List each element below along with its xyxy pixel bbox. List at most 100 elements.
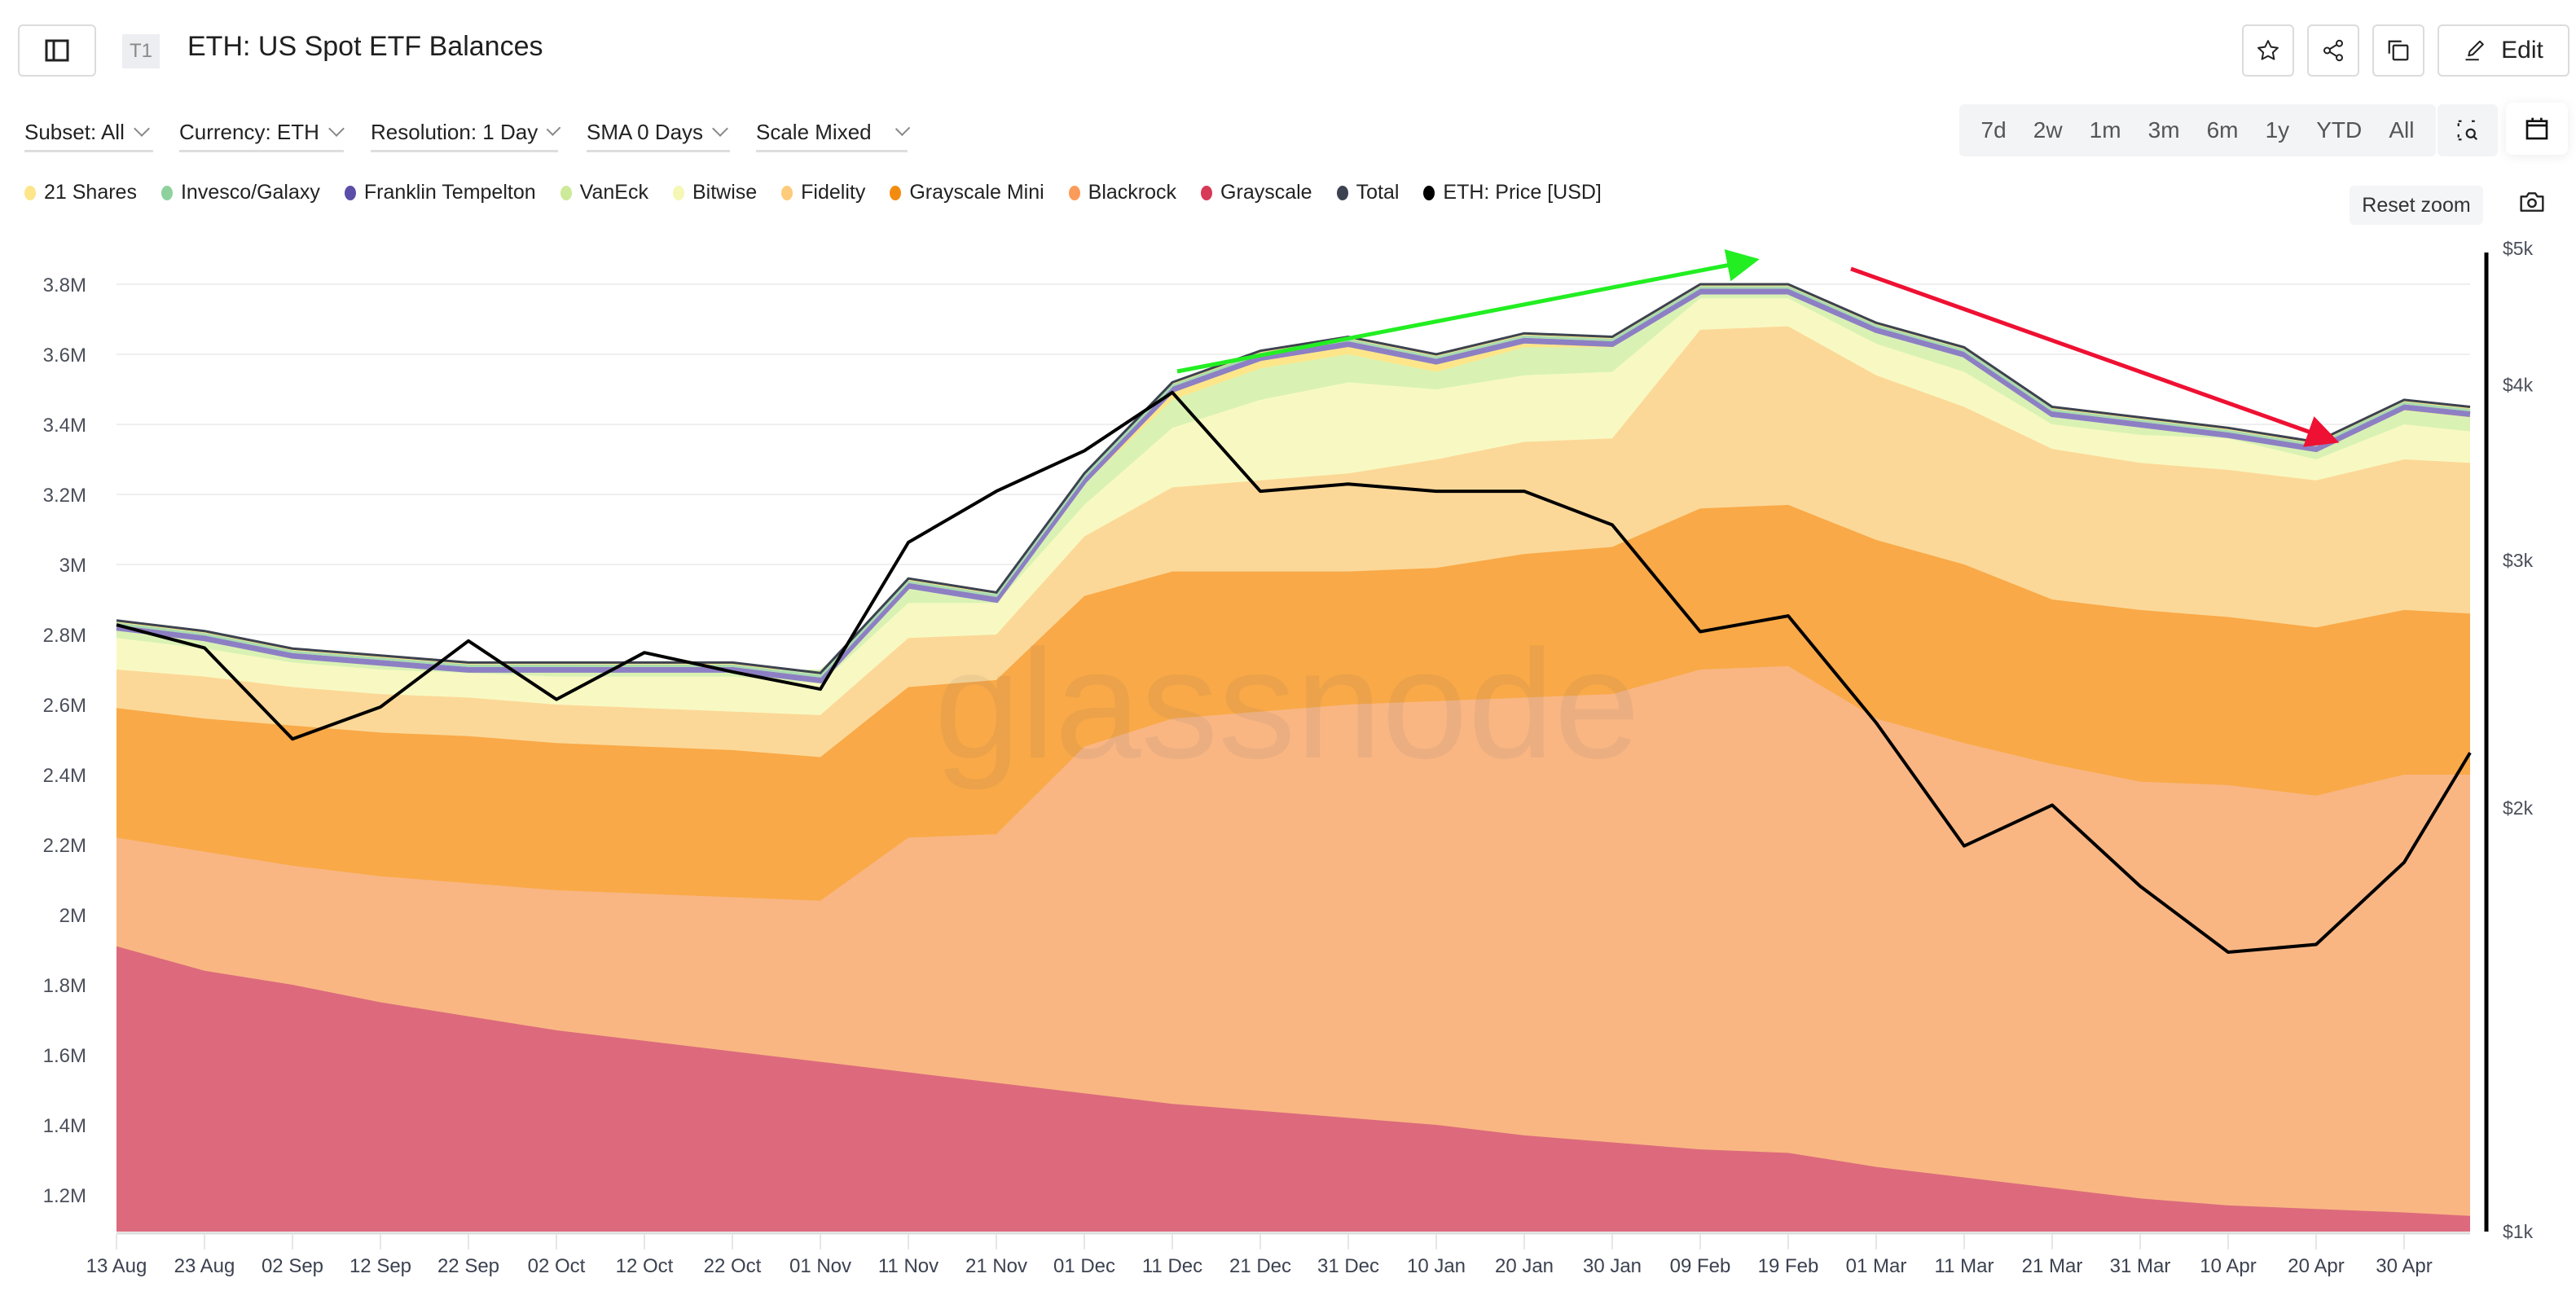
y-left-tick-label: 2.4M (43, 765, 86, 787)
legend-item[interactable]: Invesco/Galaxy (160, 181, 320, 204)
legend-label: ETH: Price [USD] (1443, 181, 1602, 204)
legend-dot-icon (781, 185, 793, 200)
share-button[interactable] (2307, 24, 2359, 77)
legend-item[interactable]: Fidelity (781, 181, 865, 204)
y-right-tick-label: $2k (2503, 797, 2534, 819)
edit-button[interactable]: Edit (2438, 24, 2569, 77)
x-tick-label: 31 Dec (1317, 1255, 1379, 1277)
x-tick-label: 12 Sep (349, 1255, 411, 1277)
legend-item[interactable]: VanEck (560, 181, 648, 204)
edit-label: Edit (2501, 37, 2543, 64)
chart-tag: T1 (122, 34, 160, 68)
legend-item[interactable]: ETH: Price [USD] (1423, 181, 1602, 204)
calendar-button[interactable] (2506, 103, 2568, 155)
y-left-tick-label: 3.6M (43, 345, 86, 367)
y-left-tick-label: 3.8M (43, 274, 86, 296)
range-ytd[interactable]: YTD (2316, 117, 2363, 143)
chevron-down-icon (546, 121, 561, 136)
scale-label: Scale Mixed (756, 119, 872, 144)
trend-arrow-down (1850, 266, 2340, 447)
x-tick-label: 12 Oct (616, 1255, 674, 1277)
legend-dot-icon (1423, 185, 1435, 200)
legend-item[interactable]: 21 Shares (24, 181, 137, 204)
x-tick-label: 10 Apr (2200, 1255, 2256, 1277)
sidebar-toggle-button[interactable] (18, 24, 96, 77)
legend-item[interactable]: Bitwise (672, 181, 758, 204)
x-tick-label: 20 Jan (1495, 1255, 1554, 1277)
range-3m[interactable]: 3m (2147, 117, 2180, 143)
share-icon (2323, 39, 2343, 62)
zoom-select-button[interactable] (2438, 104, 2498, 156)
chevron-down-icon (712, 121, 728, 137)
legend-item[interactable]: Franklin Tempelton (344, 181, 536, 204)
x-tick-label: 01 Dec (1053, 1255, 1115, 1277)
x-tick-label: 30 Apr (2376, 1255, 2432, 1277)
range-6m[interactable]: 6m (2206, 117, 2239, 143)
y-left-tick-label: 2.8M (43, 625, 86, 647)
duplicate-button[interactable] (2372, 24, 2424, 77)
y-right-tick-label: $3k (2503, 550, 2534, 571)
range-2w[interactable]: 2w (2033, 117, 2063, 143)
subset-label: Subset: All (24, 119, 125, 144)
y-left-tick-label: 3M (59, 555, 86, 577)
area-grayscale (116, 946, 2470, 1232)
x-tick-label: 19 Feb (1758, 1255, 1819, 1277)
resolution-dropdown[interactable]: Resolution: 1 Day (371, 114, 561, 152)
legend-dot-icon (1068, 185, 1080, 200)
scale-dropdown[interactable]: Scale Mixed (756, 114, 911, 152)
calendar-icon (2525, 117, 2548, 140)
x-tick-label: 22 Oct (704, 1255, 762, 1277)
range-all[interactable]: All (2389, 117, 2415, 143)
x-tick-label: 21 Mar (2022, 1255, 2083, 1277)
chart-area[interactable]: 3.8M 3.6M 3.4M 3.2M 3M 2.8M 2.6M 2.4M 2.2M 2M 1.8M… (0, 228, 2576, 1300)
legend-label: VanEck (579, 181, 648, 204)
legend-label: Grayscale Mini (909, 181, 1044, 204)
range-1y[interactable]: 1y (2265, 117, 2290, 143)
legend-label: Grayscale (1220, 181, 1312, 204)
y-left-tick-label: 3.4M (43, 415, 86, 437)
legend-item[interactable]: Blackrock (1068, 181, 1177, 204)
range-7d[interactable]: 7d (1980, 117, 2007, 143)
currency-dropdown[interactable]: Currency: ETH (179, 114, 345, 152)
legend-label: Blackrock (1088, 181, 1177, 204)
legend-item[interactable]: Grayscale (1201, 181, 1312, 204)
legend-dot-icon (24, 185, 36, 200)
legend-dot-icon (1201, 185, 1213, 200)
x-tick-label: 11 Nov (878, 1255, 939, 1277)
star-icon (2257, 40, 2279, 60)
subset-dropdown[interactable]: Subset: All (24, 114, 153, 152)
x-tick-label: 20 Apr (2288, 1255, 2344, 1277)
y-left-tick-label: 1.8M (43, 975, 86, 997)
legend-label: Bitwise (692, 181, 758, 204)
legend-dot-icon (160, 185, 173, 200)
x-tick-label: 23 Aug (174, 1255, 235, 1277)
range-1m[interactable]: 1m (2089, 117, 2121, 143)
y-left-tick-label: 1.4M (43, 1115, 86, 1137)
legend-item[interactable]: Total (1336, 181, 1399, 204)
x-tick-label: 01 Nov (789, 1255, 851, 1277)
x-tick-label: 01 Mar (1846, 1255, 1907, 1277)
resolution-label: Resolution: 1 Day (371, 119, 538, 144)
screenshot-button[interactable] (2519, 191, 2555, 220)
x-tick-label: 21 Dec (1229, 1255, 1291, 1277)
sma-dropdown[interactable]: SMA 0 Days (587, 114, 730, 152)
y-right-tick-label: $1k (2503, 1221, 2534, 1242)
time-range-selector: 7d 2w 1m 3m 6m 1y YTD All (1959, 104, 2436, 156)
pencil-icon (2465, 40, 2484, 61)
y-left-tick-label: 1.6M (43, 1045, 86, 1067)
chevron-down-icon (895, 121, 911, 137)
reset-zoom-button[interactable]: Reset zoom (2350, 186, 2483, 225)
y-left-tick-label: 2.2M (43, 835, 86, 857)
glassnode-watermark: glassnode (934, 618, 1640, 791)
legend-label: Fidelity (801, 181, 866, 204)
legend-item[interactable]: Grayscale Mini (890, 181, 1044, 204)
favorite-button[interactable] (2242, 24, 2294, 77)
legend-dot-icon (344, 185, 356, 200)
chart-legend: 21 Shares Invesco/Galaxy Franklin Tempelto… (24, 181, 1602, 204)
x-tick-label: 22 Sep (437, 1255, 499, 1277)
page-title: ETH: US Spot ETF Balances (187, 31, 543, 62)
chevron-down-icon (133, 121, 150, 137)
x-tick-label: 11 Mar (1935, 1255, 1994, 1277)
x-tick-label: 11 Dec (1142, 1255, 1202, 1277)
currency-label: Currency: ETH (179, 119, 319, 144)
